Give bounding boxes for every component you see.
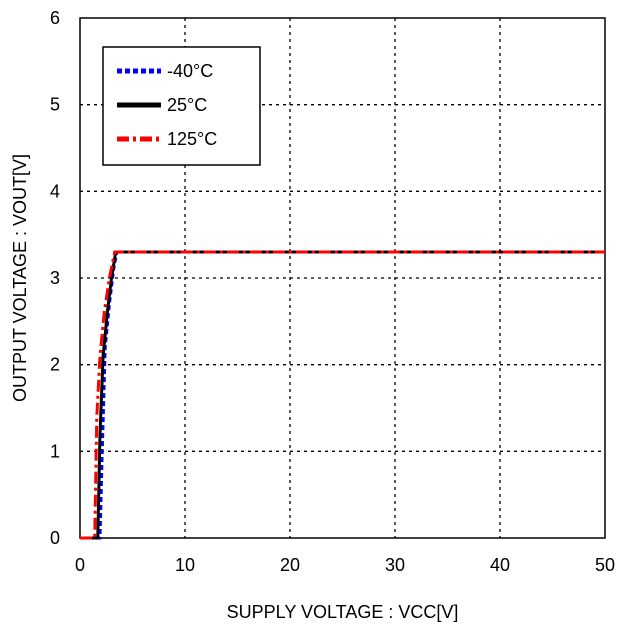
y-tick-label: 5 [50, 95, 60, 115]
y-axis-title: OUTPUT VOLTAGE : VOUT[V] [10, 154, 30, 402]
legend: -40°C 25°C 125°C [102, 46, 261, 166]
series-line [80, 250, 605, 540]
y-tick-labels: 0 1 2 3 4 5 6 [50, 8, 60, 548]
y-tick-label: 2 [50, 355, 60, 375]
series-line [80, 250, 605, 540]
y-tick-label: 6 [50, 8, 60, 28]
x-axis-title: SUPPLY VOLTAGE : VCC[V] [227, 602, 459, 622]
x-tick-label: 40 [490, 555, 510, 575]
x-tick-label: 0 [75, 555, 85, 575]
y-tick-label: 0 [50, 528, 60, 548]
y-tick-label: 3 [50, 268, 60, 288]
x-tick-label: 20 [280, 555, 300, 575]
series-layer [80, 250, 605, 540]
x-tick-label: 50 [595, 555, 615, 575]
y-tick-label: 4 [50, 181, 60, 201]
x-tick-label: 30 [385, 555, 405, 575]
x-tick-labels: 0 10 20 30 40 50 [75, 555, 615, 575]
legend-label: 125°C [167, 129, 217, 149]
y-tick-label: 1 [50, 441, 60, 461]
x-tick-label: 10 [175, 555, 195, 575]
plot-frame [79, 17, 606, 539]
legend-label: -40°C [167, 61, 213, 81]
legend-label: 25°C [167, 95, 207, 115]
series-line [80, 250, 605, 540]
